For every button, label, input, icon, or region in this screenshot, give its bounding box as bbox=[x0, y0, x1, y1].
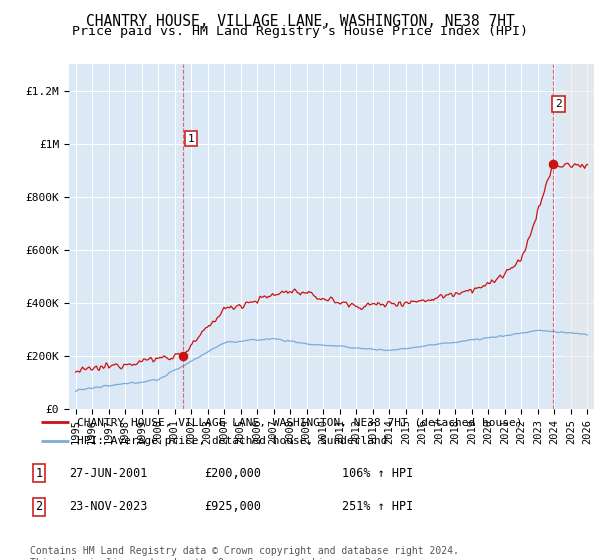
Text: 251% ↑ HPI: 251% ↑ HPI bbox=[342, 500, 413, 514]
Text: 1: 1 bbox=[35, 466, 43, 480]
Text: 23-NOV-2023: 23-NOV-2023 bbox=[69, 500, 148, 514]
Text: Contains HM Land Registry data © Crown copyright and database right 2024.
This d: Contains HM Land Registry data © Crown c… bbox=[30, 546, 459, 560]
Text: £200,000: £200,000 bbox=[204, 466, 261, 480]
Bar bbox=[563, 64, 594, 409]
Text: 2: 2 bbox=[555, 99, 562, 109]
Text: HPI: Average price, detached house, Sunderland: HPI: Average price, detached house, Sund… bbox=[77, 436, 388, 446]
Text: CHANTRY HOUSE, VILLAGE LANE, WASHINGTON, NE38 7HT (detached house): CHANTRY HOUSE, VILLAGE LANE, WASHINGTON,… bbox=[77, 417, 523, 427]
Text: 2: 2 bbox=[35, 500, 43, 514]
Text: Price paid vs. HM Land Registry's House Price Index (HPI): Price paid vs. HM Land Registry's House … bbox=[72, 25, 528, 38]
Point bbox=[178, 351, 188, 360]
Text: CHANTRY HOUSE, VILLAGE LANE, WASHINGTON, NE38 7HT: CHANTRY HOUSE, VILLAGE LANE, WASHINGTON,… bbox=[86, 14, 514, 29]
Bar bbox=[563, 64, 594, 409]
Text: £925,000: £925,000 bbox=[204, 500, 261, 514]
Text: 106% ↑ HPI: 106% ↑ HPI bbox=[342, 466, 413, 480]
Point bbox=[548, 159, 557, 168]
Text: 1: 1 bbox=[188, 134, 194, 143]
Text: 27-JUN-2001: 27-JUN-2001 bbox=[69, 466, 148, 480]
